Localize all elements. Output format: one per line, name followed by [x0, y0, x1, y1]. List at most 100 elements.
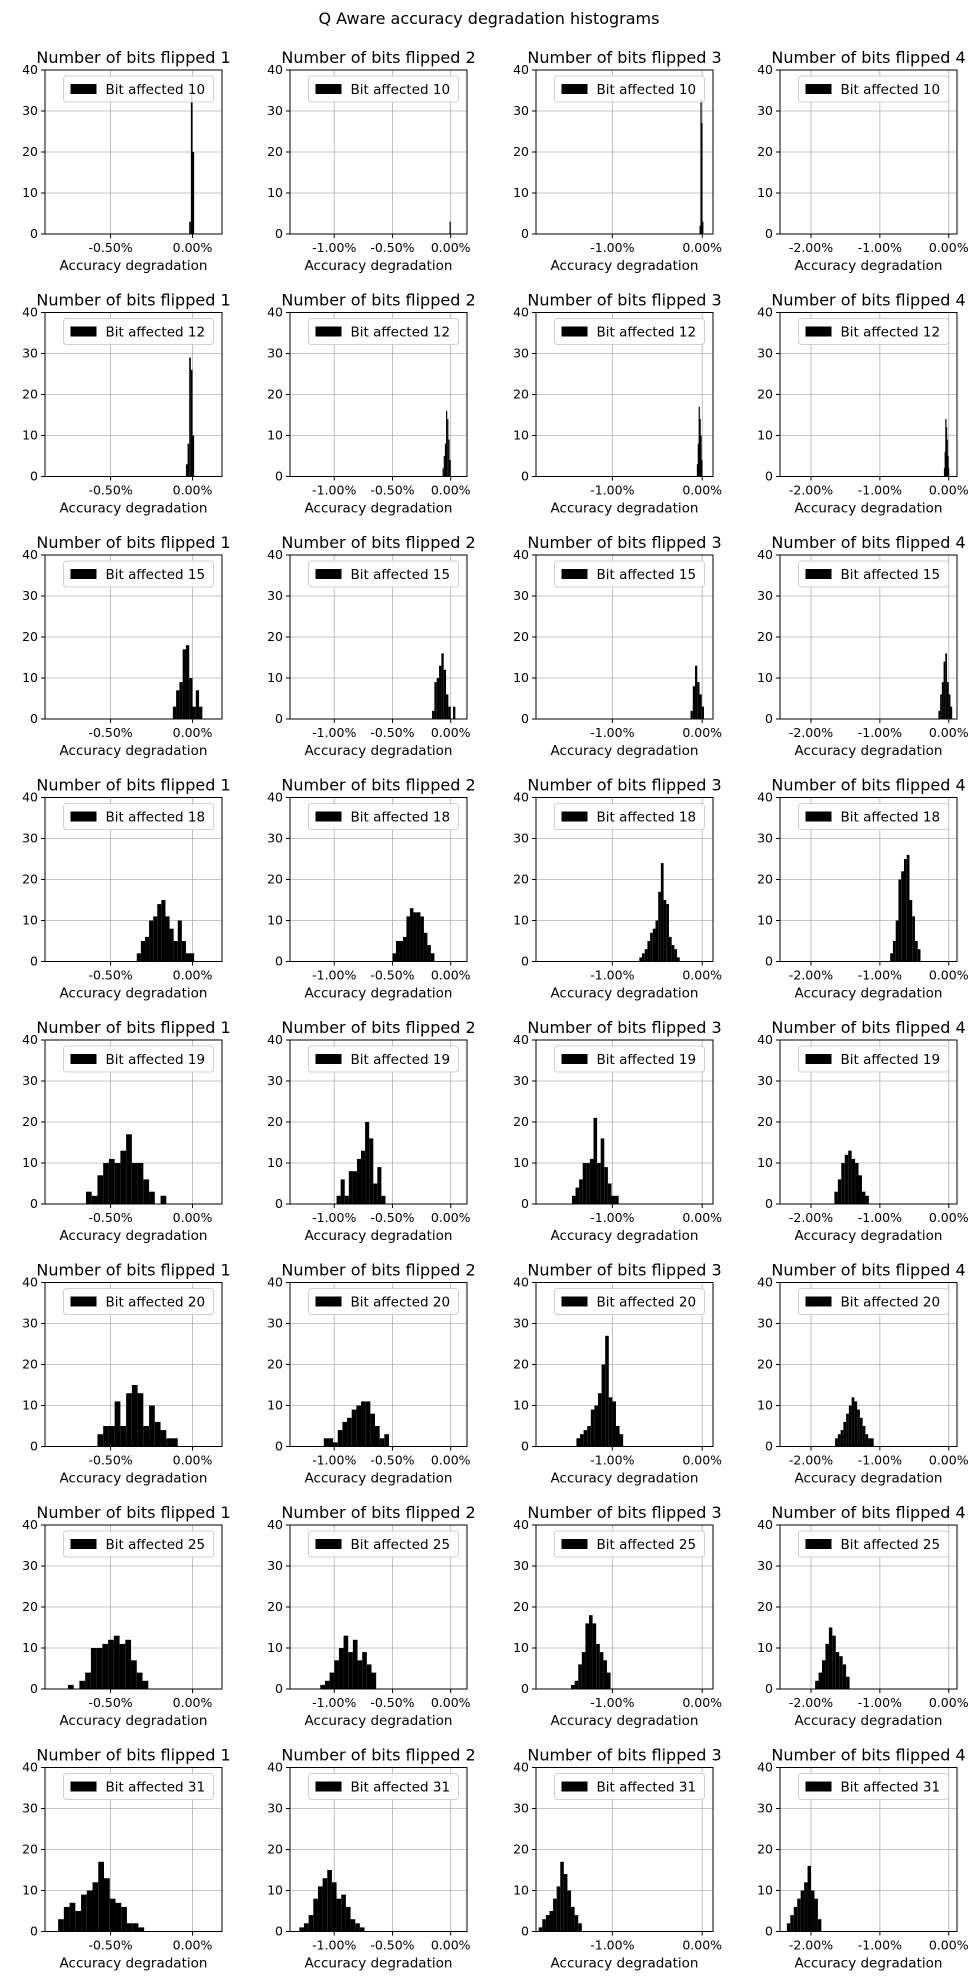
- y-tick-label: 40: [757, 1275, 773, 1290]
- histogram-bar: [449, 221, 451, 234]
- panel-title: Number of bits flipped 1: [36, 1746, 230, 1765]
- legend-box: [63, 560, 214, 588]
- histogram-bar: [132, 1923, 139, 1932]
- histogram-bar: [906, 854, 910, 962]
- histogram-bar: [342, 1421, 348, 1447]
- histogram-bar: [192, 706, 196, 719]
- legend-label: Bit affected 25: [106, 1537, 206, 1553]
- histogram-bar: [846, 1676, 850, 1689]
- histogram-bar: [652, 928, 656, 962]
- y-tick-label: 0: [30, 1924, 38, 1939]
- histogram-bar: [443, 456, 445, 477]
- y-tick-label: 30: [22, 1558, 38, 1573]
- histogram-bar: [840, 1430, 844, 1447]
- histogram-bar: [126, 1923, 133, 1932]
- legend-box: [63, 1530, 214, 1558]
- histogram-bar: [392, 953, 396, 962]
- y-tick-label: 0: [521, 469, 529, 484]
- histogram-bar: [343, 1635, 349, 1689]
- histogram-bar: [790, 1915, 794, 1932]
- histogram-bar: [674, 949, 678, 962]
- y-tick-label: 30: [22, 1073, 38, 1088]
- x-tick-label: -0.50%: [88, 725, 132, 740]
- histogram-bar: [837, 1434, 841, 1447]
- y-tick-label: 30: [22, 1316, 38, 1331]
- histogram-bar: [109, 1898, 116, 1932]
- y-tick-label: 10: [513, 1398, 529, 1413]
- x-axis-label: Accuracy degradation: [60, 1956, 208, 1972]
- x-tick-label: -1.00%: [858, 1453, 902, 1468]
- legend-box: [308, 560, 459, 588]
- histogram-bar: [677, 957, 680, 962]
- legend-swatch: [561, 811, 588, 822]
- y-tick-label: 20: [513, 872, 529, 887]
- histogram-bar: [700, 435, 702, 477]
- histogram-bar: [361, 1150, 366, 1204]
- histogram-bar: [909, 900, 913, 962]
- histogram-bar: [690, 710, 693, 719]
- histogram-bar: [442, 468, 444, 477]
- y-tick-label: 30: [267, 1073, 283, 1088]
- histogram-bar: [423, 932, 428, 962]
- histogram-bar: [303, 1923, 309, 1932]
- x-tick-label: -1.00%: [312, 1695, 356, 1710]
- y-tick-label: 0: [30, 1681, 38, 1696]
- y-tick-label: 40: [22, 305, 38, 320]
- x-tick-label: -0.50%: [370, 725, 414, 740]
- x-axis-label: Accuracy degradation: [60, 501, 208, 517]
- histogram-bar: [181, 941, 186, 962]
- y-tick-label: 40: [757, 1032, 773, 1047]
- x-tick-label: 0.00%: [682, 725, 722, 740]
- legend-box: [63, 1288, 214, 1315]
- x-axis-label: Accuracy degradation: [551, 1713, 699, 1729]
- histogram-bar: [299, 1927, 304, 1932]
- histogram-bar: [855, 1163, 859, 1204]
- histogram-bar: [825, 1643, 829, 1689]
- x-axis-label: Accuracy degradation: [60, 258, 208, 274]
- y-tick-label: 10: [267, 913, 283, 928]
- histogram-bar: [441, 653, 444, 719]
- x-tick-label: 0.00%: [431, 240, 471, 255]
- y-tick-label: 40: [513, 1275, 529, 1290]
- legend-swatch: [805, 1781, 832, 1792]
- histogram-bar: [583, 1430, 588, 1447]
- x-tick-label: 0.00%: [929, 1210, 969, 1225]
- y-tick-label: 30: [22, 346, 38, 361]
- histogram-bar: [355, 1923, 360, 1932]
- legend-box: [554, 1530, 705, 1558]
- histogram-panel: Number of bits flipped 4 0 10 20 30 40 -2.00% -…: [757, 1746, 969, 1972]
- x-tick-label: -1.00%: [312, 1938, 356, 1953]
- histogram-bar: [328, 1438, 334, 1447]
- legend-label: Bit affected 31: [106, 1780, 206, 1796]
- y-tick-label: 30: [267, 831, 283, 846]
- y-tick-label: 30: [267, 346, 283, 361]
- y-tick-label: 0: [275, 1924, 283, 1939]
- histogram-bar: [647, 941, 651, 962]
- histogram-bar: [373, 1183, 378, 1204]
- x-tick-label: -0.50%: [370, 1695, 414, 1710]
- histogram-panel: Number of bits flipped 1 0 10 20 30 40 -0.50% 0…: [22, 776, 231, 1002]
- histogram-bar: [322, 1878, 328, 1932]
- x-tick-label: 0.00%: [929, 1453, 969, 1468]
- legend-label: Bit affected 12: [597, 325, 697, 341]
- histogram-bar: [868, 1438, 871, 1447]
- legend-box: [63, 318, 214, 345]
- histogram-bar: [69, 1902, 76, 1932]
- y-tick-label: 10: [22, 1398, 38, 1413]
- legend-swatch: [315, 1539, 342, 1549]
- legend-label: Bit affected 19: [597, 1052, 697, 1068]
- x-tick-label: -2.00%: [789, 1695, 833, 1710]
- histogram-bar: [348, 1652, 353, 1689]
- x-tick-label: -1.00%: [590, 483, 634, 498]
- legend-label: Bit affected 20: [351, 1295, 451, 1311]
- y-tick-label: 20: [513, 1842, 529, 1857]
- panel-title: Number of bits flipped 3: [527, 291, 721, 310]
- histogram-bar: [639, 957, 643, 962]
- histogram-bar: [138, 1927, 145, 1932]
- x-tick-label: -1.00%: [858, 240, 902, 255]
- legend-label: Bit affected 12: [351, 325, 451, 341]
- histogram-panel: Number of bits flipped 2 0 10 20 30 40 -1.00% -…: [267, 533, 476, 759]
- histogram-bar: [85, 1191, 92, 1204]
- legend-swatch: [70, 811, 97, 822]
- histogram-bar: [173, 941, 178, 962]
